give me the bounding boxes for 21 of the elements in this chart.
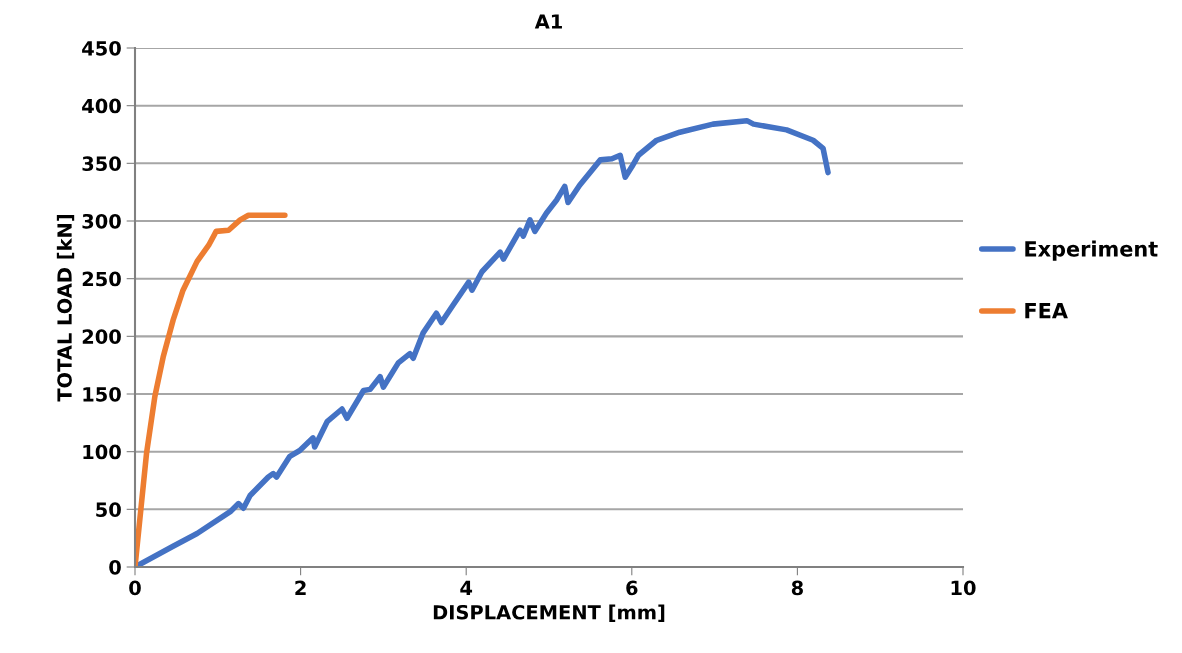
legend-label: Experiment xyxy=(1025,240,1158,261)
x-tick-label: 0 xyxy=(129,580,141,596)
y-tick-label: 200 xyxy=(82,329,121,344)
y-tick-label: 0 xyxy=(109,559,121,575)
y-tick-label: 50 xyxy=(96,502,121,517)
y-tick-label: 450 xyxy=(82,40,121,56)
x-axis-title: DISPLACEMENT [mm] xyxy=(433,604,665,622)
legend-label: FEA xyxy=(1025,303,1068,319)
y-tick-label: 100 xyxy=(83,444,121,460)
y-tick-label: 350 xyxy=(82,156,121,171)
chart-title: A1 xyxy=(534,14,562,29)
x-tick-label: 10 xyxy=(951,580,976,596)
y-tick-label: 150 xyxy=(83,386,121,402)
x-tick-label: 8 xyxy=(791,580,803,596)
x-tick-label: 2 xyxy=(295,580,306,595)
x-tick-label: 6 xyxy=(626,580,638,596)
y-tick-label: 400 xyxy=(82,98,121,114)
y-tick-label: 300 xyxy=(82,213,121,229)
y-tick-label: 250 xyxy=(82,271,121,287)
x-tick-label: 4 xyxy=(460,580,473,595)
y-axis-title: TOTAL LOAD [kN] xyxy=(56,214,75,402)
